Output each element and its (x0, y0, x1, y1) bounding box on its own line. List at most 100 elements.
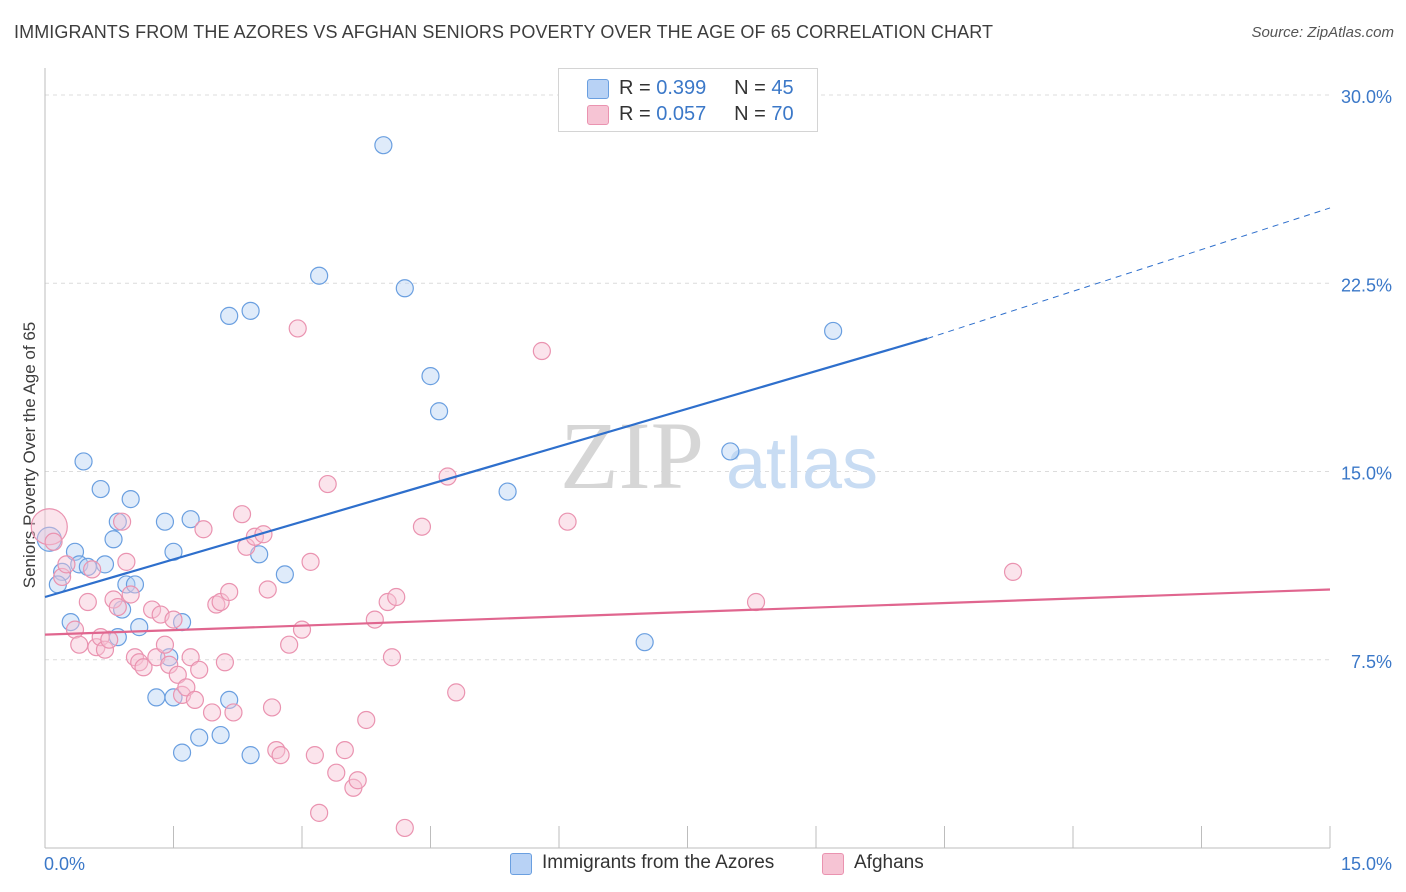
point-afghans (254, 525, 273, 544)
point-afghans (387, 587, 406, 607)
point-afghans (220, 582, 239, 602)
trend-extension-azores (927, 207, 1331, 339)
point-azores (395, 279, 414, 298)
legend-n-value: 70 (771, 103, 794, 125)
point-afghans (335, 741, 354, 760)
point-azores (104, 530, 123, 549)
point-afghans (112, 512, 132, 531)
point-afghans (232, 505, 252, 524)
point-azores (172, 743, 192, 762)
point-afghans (365, 610, 384, 629)
point-afghans (327, 763, 346, 782)
point-afghans (395, 818, 414, 838)
chart-title: IMMIGRANTS FROM THE AZORES VS AFGHAN SEN… (14, 22, 994, 42)
series-name-afghans: Afghans (854, 852, 924, 873)
point-azores (824, 321, 843, 341)
point-afghans (202, 703, 222, 722)
x-tick-label: 0.0% (44, 854, 85, 874)
point-afghans (318, 474, 337, 494)
y-tick-label: 22.5% (1341, 275, 1392, 295)
point-afghans (134, 658, 153, 677)
point-afghans (155, 635, 175, 654)
legend-r-value: 0.399 (656, 77, 707, 99)
trend-line-afghans (44, 588, 1331, 636)
series-name-azores: Immigrants from the Azores (542, 852, 775, 873)
point-azores (421, 367, 440, 386)
watermark: ZIP atlas (560, 402, 878, 509)
legend-r-value: 0.057 (656, 103, 707, 125)
trend-line-azores (44, 337, 928, 599)
point-azores (241, 301, 260, 320)
point-azores (121, 490, 140, 509)
point-azores (241, 746, 260, 765)
point-afghans (70, 635, 89, 654)
point-afghans (746, 592, 766, 612)
tick-labels: 7.5% 15.0% 22.5% 30.0% 0.0% 15.0% (44, 87, 1392, 874)
point-afghans (181, 648, 200, 667)
point-azores (147, 688, 166, 707)
point-afghans (117, 552, 136, 571)
point-afghans (271, 746, 290, 765)
point-afghans (164, 610, 183, 629)
point-afghans (532, 341, 551, 361)
point-afghans (292, 620, 312, 639)
watermark-atlas: atlas (726, 424, 878, 504)
legend-swatch-afghans (587, 105, 609, 125)
point-afghans (310, 803, 329, 822)
point-afghans (305, 746, 324, 765)
data-points (30, 136, 1023, 838)
y-tick-label: 15.0% (1341, 464, 1392, 484)
point-afghans (194, 520, 213, 539)
legend-n-label: N = (734, 77, 766, 99)
series-swatch-afghans (822, 853, 844, 875)
point-afghans (348, 771, 367, 790)
point-afghans (447, 683, 466, 702)
point-afghans (215, 653, 234, 672)
point-azores (91, 479, 110, 499)
point-azores (125, 575, 145, 594)
x-tick-label: 15.0% (1341, 854, 1392, 874)
point-azores (220, 306, 239, 325)
point-afghans (262, 698, 282, 717)
legend-r-label: R = (619, 103, 651, 125)
point-azores (74, 452, 93, 471)
point-afghans (558, 512, 577, 531)
point-afghans (95, 640, 115, 659)
point-afghans (177, 678, 196, 697)
legend-n-value: 45 (771, 77, 794, 99)
point-azores (635, 633, 654, 652)
watermark-zip: ZIP (560, 402, 704, 509)
point-afghans (30, 508, 68, 546)
point-azores (130, 618, 149, 637)
point-azores (108, 512, 127, 531)
point-azores (374, 136, 393, 155)
axes (44, 68, 1331, 849)
point-azores (275, 565, 294, 584)
point-afghans (168, 665, 187, 684)
point-azores (498, 482, 517, 501)
point-afghans (121, 585, 140, 604)
point-afghans (412, 517, 432, 536)
point-afghans (357, 710, 376, 730)
point-afghans (258, 580, 277, 599)
point-afghans (224, 703, 243, 722)
point-afghans (301, 552, 320, 571)
y-tick-label: 7.5% (1351, 652, 1392, 672)
point-azores (721, 442, 740, 461)
legend-r-label: R = (619, 77, 651, 99)
trend-lines (44, 207, 1331, 636)
point-azores (310, 266, 329, 285)
point-azores (429, 402, 449, 421)
series-swatch-azores (510, 853, 532, 875)
point-afghans (100, 630, 119, 649)
gridlines (45, 94, 1330, 661)
correlation-legend: R = 0.399 N = 45 R = 0.057 N = 70 (558, 68, 818, 132)
legend-n-label: N = (734, 103, 766, 125)
point-afghans (382, 648, 402, 667)
point-afghans (378, 592, 397, 612)
point-azores (190, 728, 209, 747)
point-afghans (280, 635, 299, 654)
point-afghans (78, 592, 97, 612)
point-afghans (288, 319, 307, 338)
